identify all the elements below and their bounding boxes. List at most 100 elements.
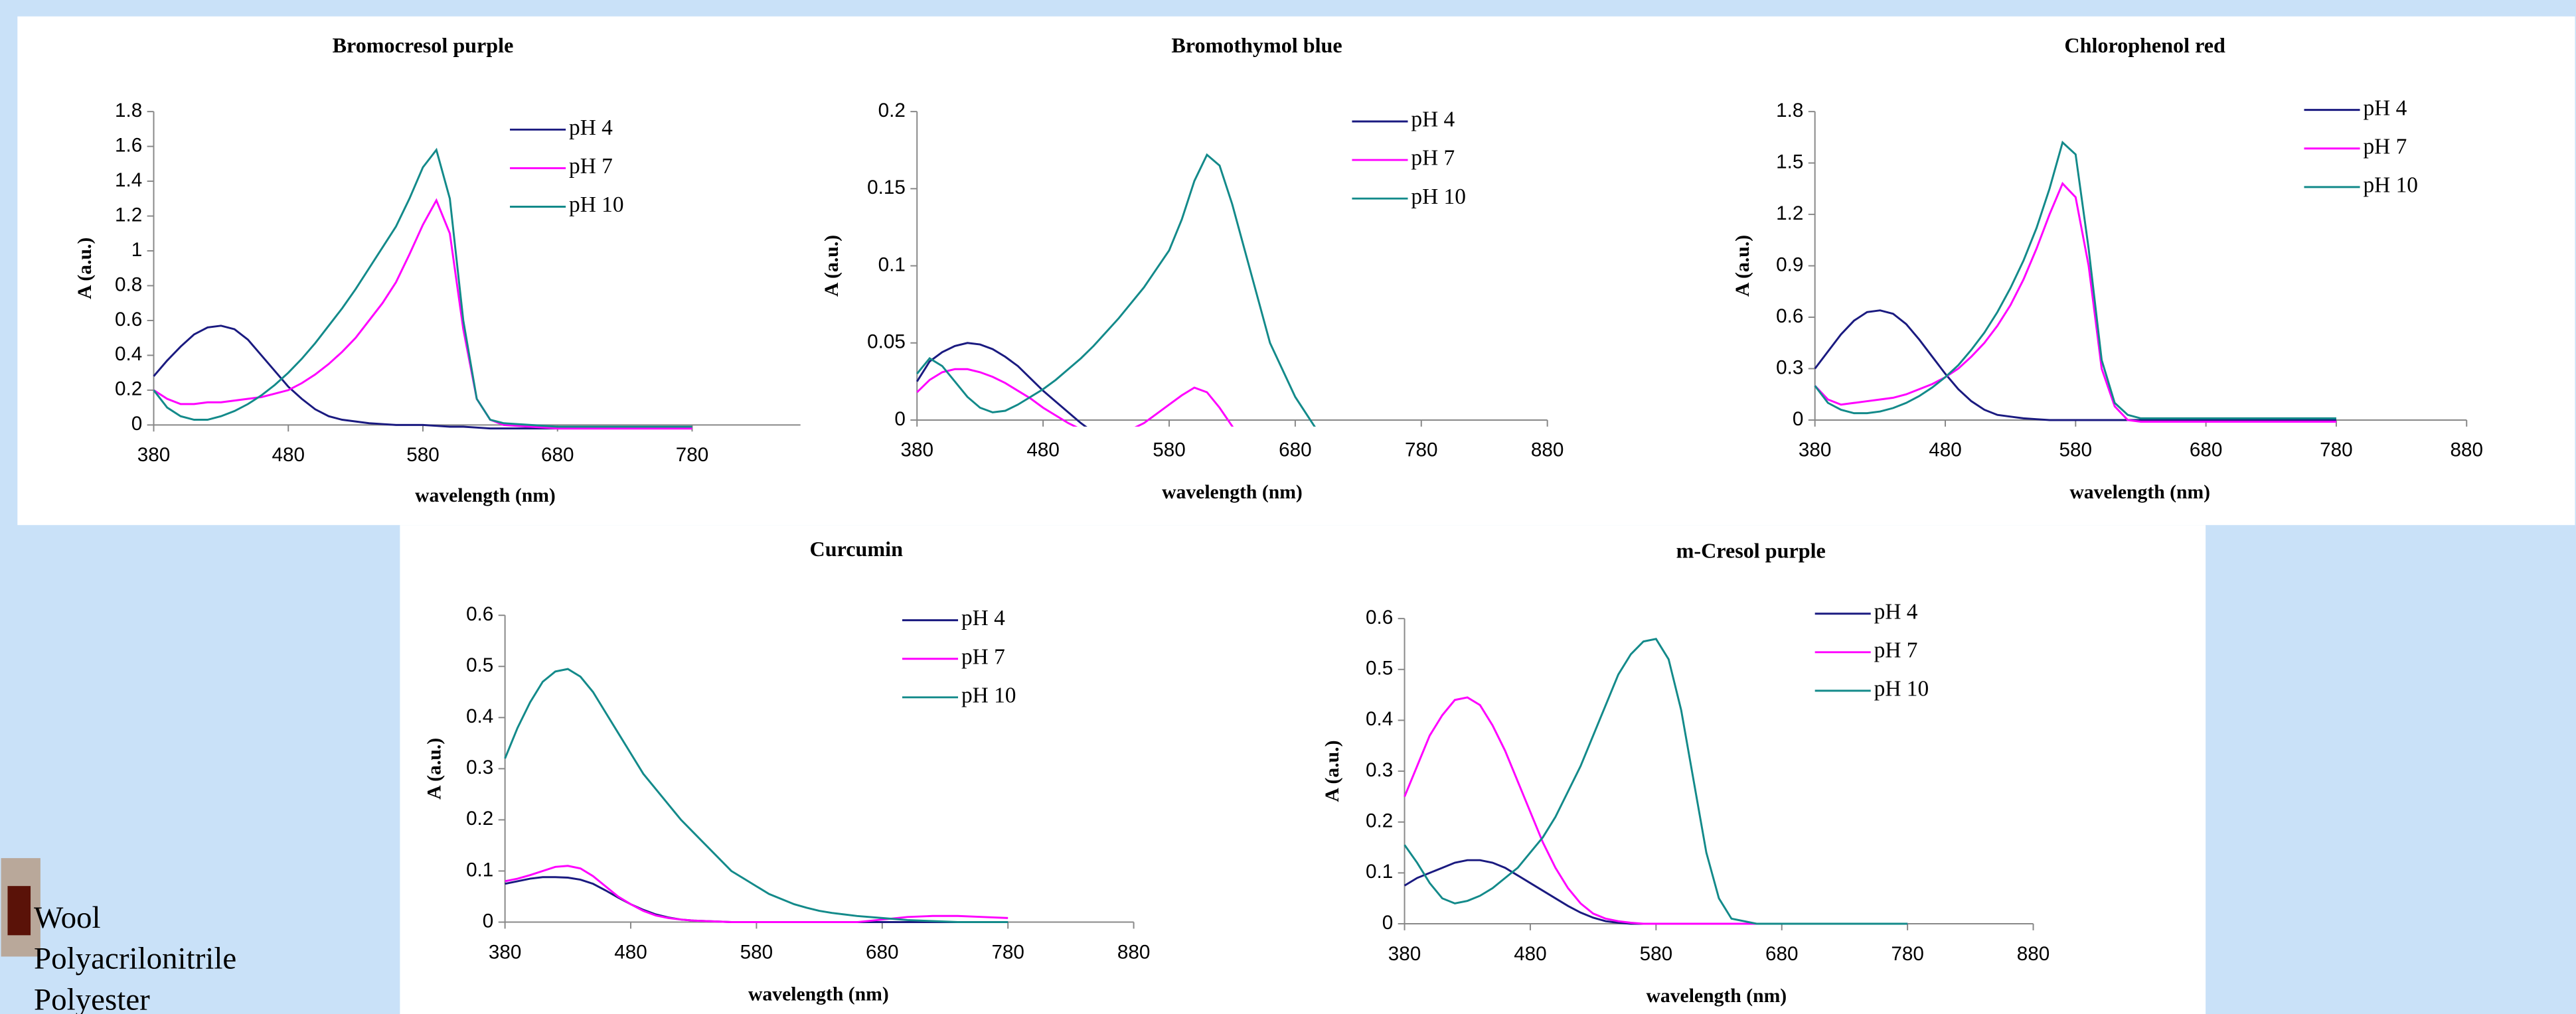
data-line — [1814, 309, 2336, 421]
chart: m-Cresol purple wavelength (nm) A (a.u.) 0 0… — [1322, 539, 2050, 1007]
data-line — [505, 865, 1008, 924]
x-tick-label: 880 — [1531, 439, 1564, 461]
fabric-swatch — [7, 886, 31, 936]
y-axis-label: A (a.u.) — [424, 738, 445, 800]
x-tick-label: 580 — [406, 444, 439, 466]
y-tick-label: 0.4 — [115, 343, 142, 365]
y-tick-label: 0.1 — [466, 859, 493, 881]
y-tick-label: 0.2 — [115, 378, 142, 400]
legend-label: pH 7 — [1874, 638, 1918, 662]
data-line — [916, 342, 1087, 427]
data-line — [1814, 181, 2336, 423]
legend-label: pH 10 — [1411, 184, 1465, 209]
data-line — [504, 668, 1008, 924]
x-axis-label: wavelength (nm) — [415, 485, 556, 506]
legend-label: pH 10 — [569, 192, 623, 217]
x-tick-label: 380 — [900, 439, 933, 461]
x-tick-label: 680 — [2190, 439, 2222, 461]
y-tick-label: 1.6 — [115, 134, 142, 156]
x-tick-label: 480 — [1929, 439, 1961, 461]
y-axis-label: A (a.u.) — [821, 235, 843, 297]
y-tick-label: 0.9 — [1776, 254, 1803, 275]
y-tick-label: 0.15 — [867, 177, 906, 198]
x-tick-label: 480 — [272, 444, 305, 466]
y-tick-label: 1 — [131, 239, 143, 261]
y-axis-label: A (a.u.) — [74, 238, 96, 299]
y-tick-label: 1.2 — [115, 204, 142, 226]
x-tick-label: 780 — [2320, 439, 2352, 461]
y-tick-label: 0.2 — [878, 100, 906, 121]
chart: Bromothymol blue wavelength (nm) A (a.u.) 0… — [821, 33, 1564, 503]
side-label: Polyester — [34, 982, 150, 1014]
legend-label: pH 10 — [2363, 173, 2417, 198]
y-axis-label: A (a.u.) — [1322, 741, 1343, 802]
x-tick-label: 680 — [1765, 943, 1798, 965]
x-tick-label: 680 — [1279, 439, 1311, 461]
x-tick-label: 680 — [541, 444, 574, 466]
x-tick-label: 780 — [1891, 943, 1923, 965]
x-tick-label: 680 — [866, 941, 898, 963]
y-tick-label: 0.3 — [1776, 356, 1803, 378]
x-tick-label: 580 — [1153, 439, 1185, 461]
x-tick-label: 780 — [676, 444, 708, 466]
y-tick-label: 1.8 — [1776, 100, 1803, 121]
x-axis-label: wavelength (nm) — [2069, 482, 2210, 503]
x-tick-label: 480 — [1026, 439, 1059, 461]
x-tick-label: 480 — [614, 941, 647, 963]
x-tick-label: 380 — [1799, 439, 1831, 461]
y-tick-label: 0 — [894, 408, 906, 430]
data-line — [916, 368, 1234, 427]
chart: Bromocresol purple wavelength (nm) A (a.u.… — [74, 33, 801, 506]
legend-label: pH 7 — [2363, 134, 2407, 159]
y-tick-label: 0.6 — [1776, 305, 1803, 327]
data-line — [1404, 638, 1908, 925]
chart-title: Bromothymol blue — [1171, 33, 1342, 57]
data-line — [916, 153, 1316, 427]
y-tick-label: 0.6 — [466, 603, 493, 625]
y-tick-label: 0 — [483, 910, 494, 932]
x-tick-label: 780 — [991, 941, 1024, 963]
y-tick-label: 0.5 — [466, 654, 493, 676]
y-axis-label: A (a.u.) — [1732, 235, 1753, 297]
y-tick-label: 0.3 — [466, 757, 493, 778]
y-tick-label: 0.8 — [115, 273, 142, 295]
x-tick-label: 480 — [1514, 943, 1546, 965]
data-line — [1814, 140, 2336, 419]
x-axis-label: wavelength (nm) — [1162, 482, 1303, 503]
y-tick-label: 0.4 — [466, 705, 493, 727]
y-tick-label: 0.4 — [1366, 708, 1393, 730]
data-line — [153, 147, 692, 428]
chart-title: Bromocresol purple — [333, 33, 514, 57]
bottom-panel — [400, 525, 2206, 1014]
y-tick-label: 0 — [1793, 408, 1804, 430]
legend-label: pH 4 — [961, 606, 1005, 630]
y-tick-label: 0.5 — [1366, 658, 1393, 680]
x-tick-label: 880 — [2451, 439, 2483, 461]
top-panel — [17, 16, 2575, 526]
y-tick-label: 0.1 — [1366, 861, 1393, 883]
legend-label: pH 4 — [2363, 96, 2407, 120]
y-tick-label: 0.3 — [1366, 759, 1393, 781]
x-tick-label: 380 — [1388, 943, 1421, 965]
y-tick-label: 1.8 — [115, 100, 142, 121]
y-tick-label: 0.6 — [1366, 607, 1393, 628]
data-line — [153, 198, 692, 430]
legend-label: pH 10 — [1874, 677, 1929, 701]
x-tick-label: 580 — [740, 941, 773, 963]
legend-label: pH 7 — [1411, 146, 1455, 171]
x-tick-label: 780 — [1405, 439, 1437, 461]
x-tick-label: 880 — [2017, 943, 2050, 965]
chart: Chlorophenol red wavelength (nm) A (a.u.) 0… — [1732, 33, 2483, 503]
x-tick-label: 580 — [1640, 943, 1672, 965]
chart-title: Chlorophenol red — [2064, 33, 2225, 57]
y-tick-label: 0.2 — [466, 808, 493, 830]
legend-label: pH 4 — [1874, 599, 1918, 624]
x-axis-label: wavelength (nm) — [748, 984, 889, 1005]
x-tick-label: 880 — [1117, 941, 1150, 963]
y-tick-label: 1.4 — [115, 169, 142, 191]
x-tick-label: 380 — [489, 941, 521, 963]
x-tick-label: 380 — [137, 444, 170, 466]
chart: Curcumin wavelength (nm) A (a.u.) 0 0.1 0.2 0.… — [424, 537, 1151, 1005]
